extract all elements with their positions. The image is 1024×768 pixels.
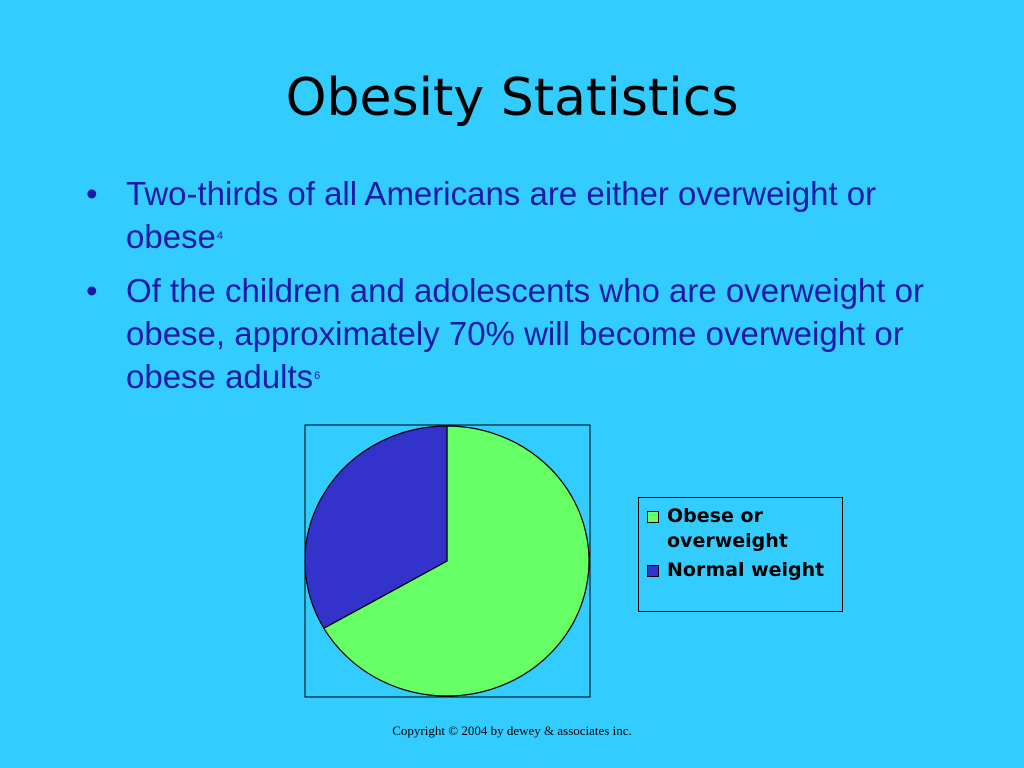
bullet-text: Two-thirds of all Americans are either o… [126,175,877,255]
bullet-dot: • [86,175,98,212]
bullet-item: • Of the children and adolescents who are… [86,269,966,398]
legend-item-normal: Normal weight [647,558,842,583]
slide-title: Obesity Statistics [285,68,739,128]
bullet-text: Of the children and adolescents who are … [126,272,924,395]
legend-item-obese: Obese or overweight [647,504,842,554]
pie-slice-normal-weight [304,425,448,630]
pie-slice-obese-or-overweight [323,425,590,697]
chart-legend: Obese or overweight Normal weight [638,497,843,612]
pie-slices [304,425,590,697]
footnote-ref: 4 [216,230,224,242]
footnote-ref: 6 [314,370,321,382]
bullet-dot: • [86,272,98,309]
bullet-list: • Two-thirds of all Americans are either … [86,172,966,409]
legend-label-obese: Obese or overweight [667,505,788,552]
legend-swatch-normal [647,565,659,577]
legend-label-normal: Normal weight [667,559,825,581]
bullet-item: • Two-thirds of all Americans are either … [86,172,966,258]
legend-swatch-obese [647,511,659,523]
copyright-footer: Copyright © 2004 by dewey & associates i… [392,723,632,738]
